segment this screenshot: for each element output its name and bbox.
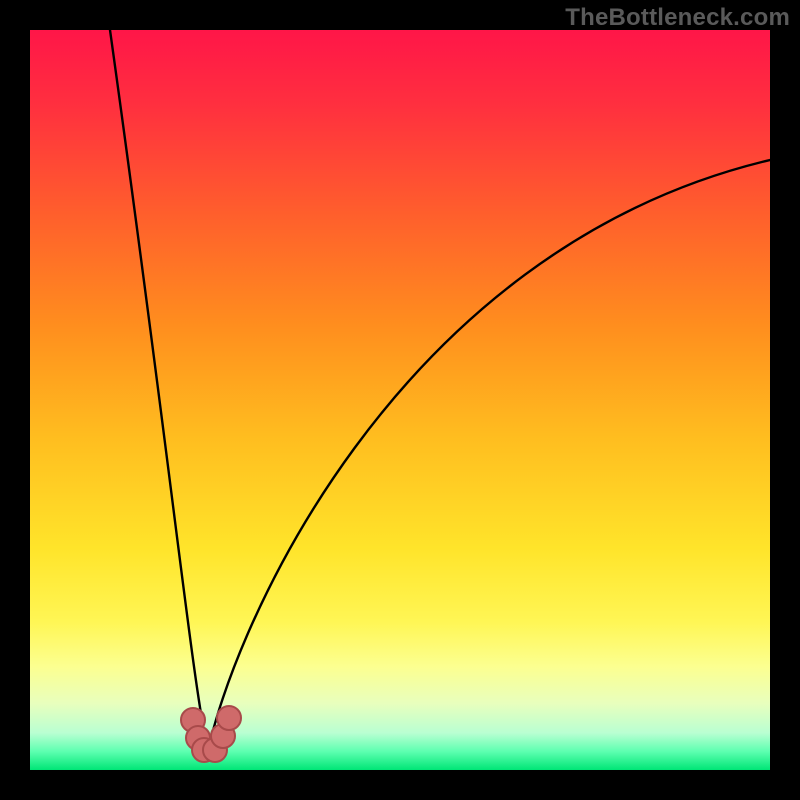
frame-left bbox=[0, 0, 30, 800]
frame-right bbox=[770, 0, 800, 800]
stage: TheBottleneck.com bbox=[0, 0, 800, 800]
frame-top bbox=[0, 0, 800, 30]
chart-frame bbox=[0, 0, 800, 800]
frame-bottom bbox=[0, 770, 800, 800]
